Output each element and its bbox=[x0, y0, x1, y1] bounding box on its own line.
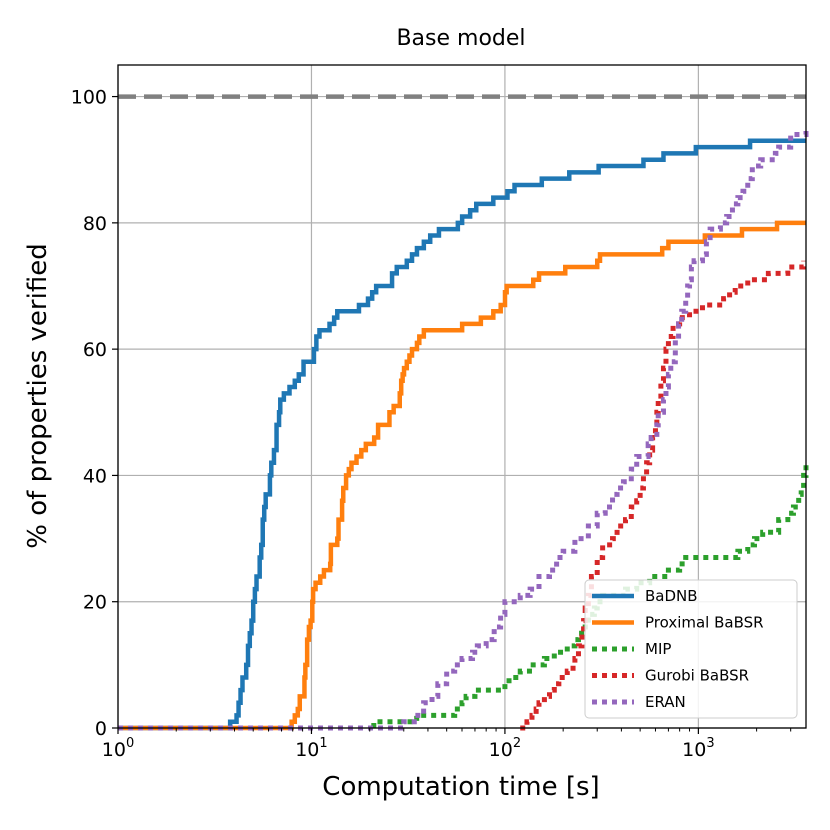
series-line-eran bbox=[118, 128, 809, 731]
series-line-badnb bbox=[118, 138, 806, 731]
legend-label: ERAN bbox=[645, 693, 686, 711]
y-tick-label: 100 bbox=[71, 87, 107, 109]
y-tick-label: 60 bbox=[83, 339, 107, 361]
legend: BaDNB Proximal BaBSR MIP Gurobi BaBSR ERAN bbox=[584, 579, 798, 719]
series-line-gurobi-babsr bbox=[520, 260, 807, 731]
x-tick-base: 10 bbox=[489, 739, 513, 761]
legend-items: BaDNB Proximal BaBSR MIP Gurobi BaBSR ERAN bbox=[592, 587, 764, 711]
legend-label: Gurobi BaBSR bbox=[645, 667, 749, 685]
chart-title: Base model bbox=[396, 26, 525, 51]
y-axis-title: % of properties verified bbox=[23, 243, 53, 548]
x-tick-exponent: 3 bbox=[706, 736, 714, 751]
x-tick-label: 102 bbox=[489, 736, 521, 761]
legend-label: BaDNB bbox=[645, 587, 698, 605]
legend-label: Proximal BaBSR bbox=[645, 614, 764, 632]
x-tick-base: 10 bbox=[295, 739, 319, 761]
y-tick-label: 0 bbox=[95, 718, 107, 740]
y-tick-label: 80 bbox=[83, 213, 107, 235]
y-tick-label: 20 bbox=[83, 592, 107, 614]
legend-box bbox=[584, 579, 798, 719]
x-tick-base: 10 bbox=[682, 739, 706, 761]
x-axis-ticks: 100 101 102 103 bbox=[102, 728, 792, 761]
x-tick-label: 100 bbox=[102, 736, 134, 761]
y-tick-label: 40 bbox=[83, 465, 107, 487]
x-tick-label: 103 bbox=[682, 736, 714, 761]
x-tick-label: 101 bbox=[295, 736, 327, 761]
y-axis-ticks: 0 20 40 60 80 100 bbox=[71, 87, 118, 740]
series-line-proximal-babsr bbox=[118, 220, 806, 731]
plot-area bbox=[117, 64, 809, 731]
x-tick-exponent: 1 bbox=[319, 736, 327, 751]
x-axis-title: Computation time [s] bbox=[322, 772, 599, 802]
legend-label: MIP bbox=[645, 640, 671, 658]
x-tick-base: 10 bbox=[102, 739, 126, 761]
x-tick-exponent: 2 bbox=[513, 736, 521, 751]
x-tick-exponent: 0 bbox=[126, 736, 134, 751]
